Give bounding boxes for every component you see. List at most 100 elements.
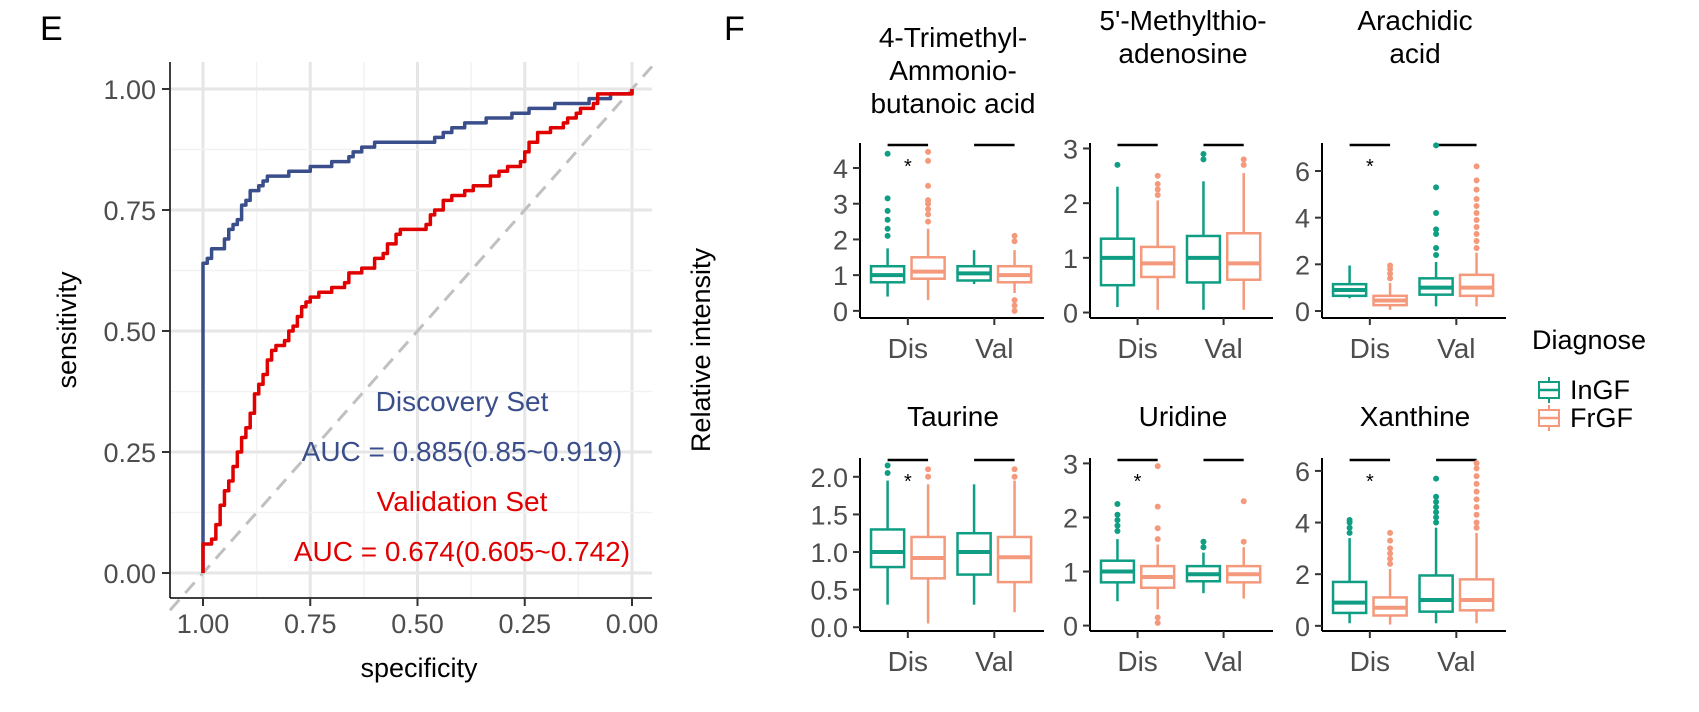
box-outlier (1200, 156, 1207, 163)
box-outlier (925, 206, 932, 213)
box-body (1226, 231, 1262, 281)
roc-x-tick-label: 0.00 (606, 609, 659, 639)
facet-x-tick-label: Dis (888, 333, 928, 364)
facet-y-tick-label: 2 (1063, 189, 1078, 219)
box-outlier (1114, 500, 1121, 507)
box-val-frgf (1226, 156, 1262, 310)
box-outlier (1114, 517, 1121, 524)
box-outlier (1473, 238, 1480, 244)
facet-title: butanoic acid (870, 88, 1035, 119)
box-outlier (1387, 262, 1394, 269)
box-outlier (884, 207, 891, 214)
significance-label: * (1134, 471, 1142, 493)
box-dis-ingf (1099, 161, 1136, 308)
box-outlier (1154, 536, 1161, 543)
box-outlier (1473, 203, 1480, 209)
facet-y-tick-label: 6 (1295, 157, 1310, 187)
box-body (869, 528, 906, 569)
facet-x-tick-label: Val (1204, 646, 1242, 677)
facet-y-tick-label: 0 (1295, 297, 1310, 327)
facet-5: Xanthine 0 2 4 6 Dis Val * (1295, 401, 1506, 677)
facet-title: 4-Trimethyl- (879, 22, 1027, 53)
box-outlier (1011, 307, 1018, 314)
box-outlier (1433, 142, 1440, 149)
roc-x-tick-label: 1.00 (177, 609, 230, 639)
box-dis-frgf (1139, 172, 1176, 310)
box-outlier (1011, 232, 1018, 239)
box-outlier (1346, 516, 1353, 523)
facet-y-tick-label: 2 (833, 225, 848, 255)
significance-label: * (1366, 156, 1374, 178)
significance-label: * (904, 471, 912, 493)
box-body (996, 535, 1033, 584)
box-outlier (1473, 196, 1480, 202)
box-outlier (1011, 473, 1018, 480)
box-dis-frgf (910, 466, 946, 624)
facet-x-tick-label: Val (1437, 646, 1475, 677)
box-outlier (1473, 186, 1480, 193)
box-outlier (1346, 524, 1353, 531)
box-outlier (1473, 496, 1480, 503)
box-val-ingf (1418, 475, 1454, 624)
box-outlier (1114, 522, 1121, 529)
facet-title: 5'-Methylthio- (1099, 5, 1266, 36)
facet-y-tick-label: 4 (1295, 509, 1310, 539)
boxplot-y-axis-label: Relative intensity (686, 247, 716, 452)
box-outlier (1433, 252, 1440, 258)
box-outlier (925, 157, 932, 164)
box-body (1099, 237, 1136, 287)
facet-x-tick-label: Dis (888, 646, 928, 677)
box-outlier (1011, 466, 1018, 473)
roc-curve-discovery-set (201, 89, 634, 573)
box-body (1331, 580, 1368, 615)
box-outlier (1473, 511, 1480, 518)
legend-key-frgf (1538, 405, 1560, 431)
facet-y-tick-label: 4 (833, 154, 848, 184)
facet-y-tick-label: 0 (1295, 612, 1310, 642)
facet-title: Arachidic (1357, 5, 1472, 36)
box-dis-frgf (1139, 463, 1176, 626)
roc-annotation: Validation Set (377, 486, 548, 517)
box-outlier (1433, 245, 1440, 251)
facet-x-tick-label: Dis (1117, 646, 1157, 677)
box-outlier (925, 473, 932, 480)
roc-x-tick-label: 0.50 (391, 609, 444, 639)
legend-label: FrGF (1570, 403, 1633, 433)
roc-x-axis-label: specificity (360, 653, 478, 683)
box-outlier (1346, 529, 1353, 536)
box-outlier (1240, 538, 1247, 545)
box-body (1458, 578, 1495, 612)
box-outlier (1387, 550, 1394, 557)
box-outlier (925, 197, 932, 204)
roc-y-tick-label: 0.50 (103, 317, 156, 347)
facet-y-tick-label: 1.5 (810, 500, 848, 530)
facet-y-tick-label: 4 (1295, 204, 1310, 234)
box-outlier (1200, 538, 1207, 545)
roc-curve-validation-set (201, 89, 634, 573)
facet-y-tick-label: 1.0 (810, 538, 848, 568)
legend-label: InGF (1570, 375, 1630, 405)
box-outlier (1114, 161, 1121, 168)
box-outlier (1154, 619, 1161, 626)
facet-y-tick-label: 2.0 (810, 463, 848, 493)
facet-x-tick-label: Val (975, 333, 1013, 364)
roc-y-tick-label: 0.75 (103, 196, 156, 226)
box-outlier (1011, 302, 1018, 309)
box-outlier (1473, 524, 1480, 531)
box-outlier (1387, 270, 1394, 277)
significance-label: * (1366, 471, 1374, 493)
box-dis-ingf (1099, 500, 1136, 602)
facet-title: adenosine (1118, 38, 1247, 69)
box-outlier (1114, 527, 1121, 534)
box-outlier (1433, 519, 1440, 526)
box-outlier (1154, 463, 1161, 470)
roc-annotation: Discovery Set (376, 386, 549, 417)
roc-annotation: AUC = 0.885(0.85~0.919) (302, 436, 623, 467)
box-body (910, 256, 946, 280)
box-outlier (1387, 560, 1394, 567)
facet-4: Uridine 0 1 2 3 Dis Val * (1063, 401, 1273, 677)
facet-y-tick-label: 1 (1063, 244, 1078, 274)
roc-y-tick-label: 0.25 (103, 438, 156, 468)
facet-x-tick-label: Dis (1350, 646, 1390, 677)
